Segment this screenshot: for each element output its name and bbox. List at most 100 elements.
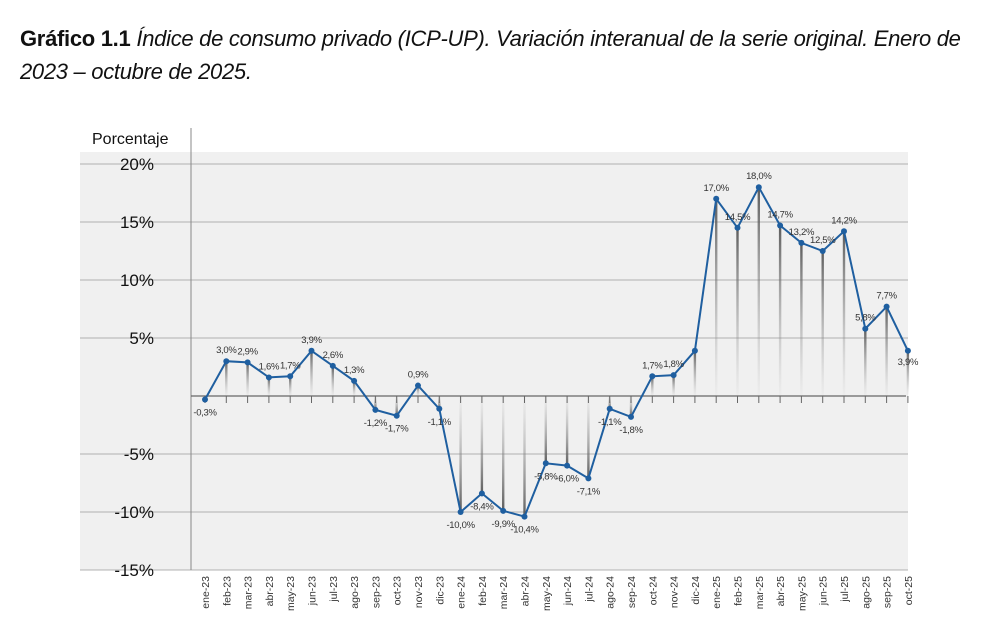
x-tick-label: abr-23 xyxy=(264,576,276,607)
drop-line xyxy=(715,198,718,396)
data-point xyxy=(691,347,698,354)
drop-line xyxy=(736,227,739,396)
data-label: 18,0% xyxy=(746,171,772,182)
drop-line xyxy=(693,350,697,396)
x-tick-labels: ene-23 feb-23 mar-23 abr-23 may-23 jun-23 jul-… xyxy=(200,576,915,611)
drop-line xyxy=(289,376,292,396)
data-point xyxy=(798,239,805,246)
data-label: 1,8% xyxy=(663,359,684,370)
x-tick-label: oct-23 xyxy=(392,576,404,605)
data-point xyxy=(202,396,208,403)
drop-line xyxy=(225,361,228,396)
drop-line xyxy=(416,385,420,396)
data-label: 7,7% xyxy=(876,291,897,302)
data-point xyxy=(521,513,528,520)
data-point xyxy=(755,184,762,191)
drop-line xyxy=(906,350,910,396)
data-point xyxy=(478,490,485,497)
data-label: -5,8% xyxy=(534,471,558,482)
y-tick-label: -5% xyxy=(124,445,154,464)
data-point xyxy=(628,413,634,420)
drop-line xyxy=(778,225,782,396)
data-point xyxy=(308,347,315,354)
x-tick-label: sep-24 xyxy=(626,576,638,608)
data-point xyxy=(606,405,613,412)
data-point xyxy=(585,475,592,482)
data-label: 17,0% xyxy=(703,183,729,194)
data-point xyxy=(542,460,549,467)
data-point xyxy=(713,195,720,202)
data-label: -1,1% xyxy=(598,417,622,428)
x-tick-label: jul-25 xyxy=(839,576,851,603)
data-label: 1,7% xyxy=(280,360,301,371)
data-label: 14,5% xyxy=(725,212,751,223)
drop-line xyxy=(651,376,654,396)
data-label: -0,3% xyxy=(193,407,217,418)
data-label: 3,9% xyxy=(301,335,322,346)
x-tick-label: ene-25 xyxy=(711,576,723,609)
data-point xyxy=(564,462,571,469)
data-point xyxy=(670,372,677,379)
data-point xyxy=(457,509,464,515)
x-tick-label: jun-24 xyxy=(562,576,574,606)
x-tick-label: abr-24 xyxy=(520,576,532,607)
grid-lines xyxy=(80,163,908,571)
x-tick-label: may-24 xyxy=(541,576,553,611)
y-tick-label: 10% xyxy=(120,271,154,290)
drop-line xyxy=(395,396,398,416)
drop-line xyxy=(672,375,675,396)
x-tick-label: ene-23 xyxy=(200,576,212,609)
x-tick-label: oct-25 xyxy=(903,576,915,605)
x-tick-label: ago-23 xyxy=(349,576,361,609)
y-tick-label: 20% xyxy=(120,155,154,174)
data-point xyxy=(393,412,400,419)
series-line xyxy=(204,185,909,518)
drop-line xyxy=(459,396,462,512)
x-tick-label: jun-25 xyxy=(818,576,830,606)
data-label: -1,8% xyxy=(619,425,643,436)
data-point xyxy=(862,325,869,332)
drop-line xyxy=(565,396,569,466)
drop-line xyxy=(310,350,313,396)
data-label: 2,6% xyxy=(323,350,344,361)
drop-line xyxy=(480,396,484,494)
data-label: -10,0% xyxy=(446,520,475,531)
data-label: 5,8% xyxy=(855,313,876,324)
x-tick-label: mar-24 xyxy=(498,576,510,609)
x-tick-label: ene-24 xyxy=(456,576,468,609)
chart-title-text: Índice de consumo privado (ICP-UP). Vari… xyxy=(20,26,961,84)
data-point xyxy=(244,359,251,366)
x-tick-label: nov-23 xyxy=(413,576,425,608)
data-label: 2,9% xyxy=(237,346,258,357)
x-tick-label: feb-25 xyxy=(733,576,745,606)
drop-line xyxy=(757,187,760,396)
data-point xyxy=(415,382,421,389)
data-labels: -0,3%3,0% 2,9%1,6% 1,7%3,9%2,6%1,3%-1,2%-1… xyxy=(193,171,919,535)
x-tick-label: feb-24 xyxy=(477,576,489,606)
data-label: -8,4% xyxy=(470,501,494,512)
data-label: 13,2% xyxy=(789,227,815,238)
data-point xyxy=(904,347,911,354)
drop-line xyxy=(544,396,547,464)
drop-line xyxy=(246,362,249,396)
drop-line xyxy=(885,306,888,396)
drop-lines xyxy=(203,187,910,517)
x-tick-label: nov-24 xyxy=(669,576,681,608)
data-point xyxy=(883,303,890,310)
x-tick-label: mar-23 xyxy=(243,576,255,609)
x-tick-label: abr-25 xyxy=(775,576,787,607)
data-label: 1,7% xyxy=(642,360,663,371)
drop-line xyxy=(629,396,633,417)
data-point xyxy=(777,222,784,229)
data-point xyxy=(329,362,336,369)
data-label: -7,1% xyxy=(577,486,601,497)
drop-line xyxy=(352,380,356,396)
x-tick-label: jul-23 xyxy=(328,576,340,603)
x-tick-label: sep-23 xyxy=(370,576,382,608)
data-point xyxy=(819,248,826,254)
data-point xyxy=(500,507,507,514)
data-label: 0,9% xyxy=(408,370,429,381)
data-label: 1,3% xyxy=(344,365,365,376)
data-point xyxy=(287,373,294,380)
